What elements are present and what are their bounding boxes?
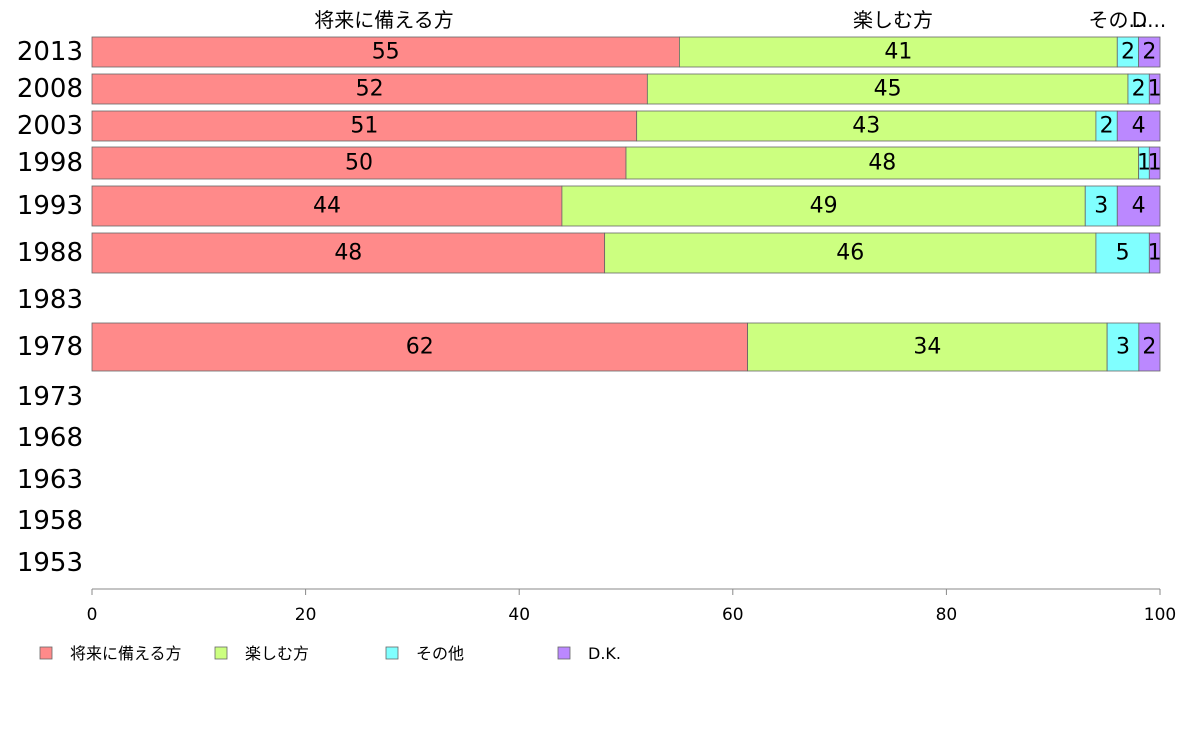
year-label-1958: 1958 — [17, 506, 83, 536]
year-label-1993: 1993 — [17, 191, 83, 221]
data-label-1993-1: 49 — [810, 194, 838, 219]
legend-swatch-0 — [39, 646, 53, 660]
column-header-save: 将来に備える方 — [314, 8, 453, 32]
bar-segment-1988-3 — [1148, 232, 1161, 274]
data-label-2003-1: 43 — [852, 114, 880, 139]
x-tick-label-100: 100 — [1144, 605, 1176, 625]
bar-segment-1993-3 — [1116, 185, 1161, 227]
data-label-2003-0: 51 — [350, 114, 378, 139]
legend-swatch-2 — [385, 646, 399, 660]
x-axis: 0 20 40 60 80 100 — [87, 588, 1176, 625]
bar-segment-2013-1 — [679, 36, 1118, 68]
bar-segment-2008-3 — [1148, 73, 1161, 105]
year-label-2008: 2008 — [17, 74, 83, 104]
bar-segment-2003-3 — [1116, 110, 1161, 142]
year-label-2003: 2003 — [17, 111, 83, 141]
year-label-2013: 2013 — [17, 37, 83, 67]
year-label-1998: 1998 — [17, 148, 83, 178]
data-label-2008-0: 52 — [356, 77, 384, 102]
data-label-1978-3: 2 — [1142, 335, 1156, 360]
year-label-1963: 1963 — [17, 465, 83, 495]
data-label-1998-1: 48 — [868, 151, 896, 176]
data-label-2008-1: 45 — [874, 77, 902, 102]
bar-segment-1988-1 — [604, 232, 1097, 274]
x-tick-label-0: 0 — [87, 605, 98, 625]
legend: 将来に備える方 楽しむ方 その他 D.K. — [39, 644, 621, 663]
data-label-1978-0: 62 — [406, 335, 434, 360]
bar-segment-1978-2 — [1106, 322, 1140, 372]
data-label-2013-2: 2 — [1121, 40, 1135, 65]
year-label-1983: 1983 — [17, 285, 83, 315]
bar-segment-2008-0 — [91, 73, 648, 105]
legend-label-3: D.K. — [588, 644, 621, 663]
bar-segment-2013-0 — [91, 36, 680, 68]
data-label-1998-0: 50 — [345, 151, 373, 176]
x-tick-label-60: 60 — [722, 605, 744, 625]
data-label-1993-2: 3 — [1094, 194, 1108, 219]
x-tick-label-80: 80 — [936, 605, 958, 625]
data-label-1998-3: 1 — [1148, 151, 1162, 176]
bar-segment-2008-1 — [646, 73, 1129, 105]
year-label-1988: 1988 — [17, 238, 83, 268]
bar-segment-1993-1 — [561, 185, 1086, 227]
year-label-1953: 1953 — [17, 548, 83, 578]
data-label-2003-2: 2 — [1100, 114, 1114, 139]
column-header-dk: D... — [1132, 8, 1166, 32]
data-label-2003-3: 4 — [1132, 114, 1146, 139]
data-label-2013-3: 2 — [1142, 40, 1156, 65]
bar-segment-1998-1 — [625, 146, 1140, 180]
data-label-1988-3: 1 — [1148, 241, 1162, 266]
data-label-1988-0: 48 — [334, 241, 362, 266]
x-tick-label-40: 40 — [508, 605, 530, 625]
bar-segment-1993-0 — [91, 185, 563, 227]
legend-label-0: 将来に備える方 — [70, 644, 182, 663]
data-label-1988-1: 46 — [836, 241, 864, 266]
bar-segment-1978-3 — [1138, 322, 1161, 372]
bar-segment-1988-0 — [91, 232, 606, 274]
data-label-2008-3: 1 — [1148, 77, 1162, 102]
year-label-1978: 1978 — [17, 332, 83, 362]
x-tick-label-20: 20 — [295, 605, 317, 625]
bar-segment-2003-0 — [91, 110, 638, 142]
bar-segment-1978-0 — [91, 322, 749, 372]
year-label-1973: 1973 — [17, 382, 83, 412]
data-label-1978-1: 34 — [913, 335, 941, 360]
legend-label-1: 楽しむ方 — [245, 644, 309, 663]
bar-segment-1998-3 — [1148, 146, 1161, 180]
legend-swatch-1 — [214, 646, 228, 660]
bar-segment-1988-2 — [1095, 232, 1150, 274]
data-label-1998-2: 1 — [1137, 151, 1151, 176]
data-label-1993-0: 44 — [313, 194, 341, 219]
data-label-2013-1: 41 — [884, 40, 912, 65]
column-header-other: その... — [1088, 8, 1147, 32]
data-label-2013-0: 55 — [372, 40, 400, 65]
data-label-1978-2: 3 — [1116, 335, 1130, 360]
year-label-1968: 1968 — [17, 423, 83, 453]
legend-swatch-3 — [557, 646, 571, 660]
bar-segment-1993-2 — [1084, 185, 1118, 227]
column-headers: 将来に備える方 楽しむ方 その... D... — [314, 8, 1166, 32]
bar-segment-2013-3 — [1138, 36, 1161, 68]
column-header-enjoy: 楽しむ方 — [853, 8, 933, 32]
data-label-1993-3: 4 — [1132, 194, 1146, 219]
data-label-2008-2: 2 — [1132, 77, 1146, 102]
data-label-1988-2: 5 — [1116, 241, 1130, 266]
legend-label-2: その他 — [416, 644, 464, 663]
